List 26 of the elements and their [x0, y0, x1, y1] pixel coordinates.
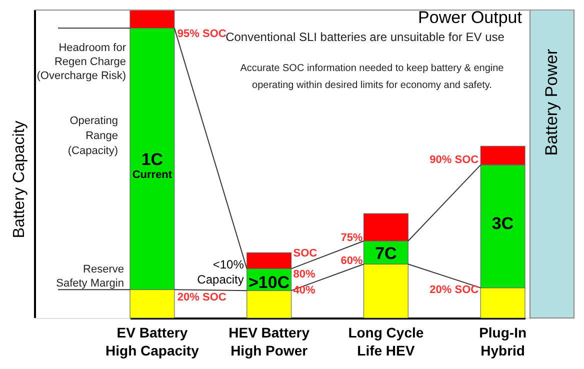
annotation: 40% — [293, 284, 316, 297]
x-tick-label: Long Cycle Life HEV — [348, 324, 424, 358]
x-tick-label: EV Battery High Capacity — [106, 324, 200, 358]
annotation: <10% Capacity — [197, 258, 244, 287]
annotation: Accurate SOC information needed to keep battery & engine operating within desired limits for economy and safety. — [240, 63, 504, 91]
annotation: SOC — [293, 247, 318, 260]
annotation: 3C — [492, 214, 514, 233]
annotation: 1C Current — [132, 150, 172, 181]
annotation: 20% SOC — [177, 292, 226, 304]
annotation: Headroom for Regen Charge (Overcharge Risk) — [36, 42, 126, 82]
annotation: >10C — [248, 273, 290, 292]
annotation: 90% SOC — [430, 154, 479, 166]
annotation: 20% SOC — [430, 284, 479, 296]
annotation: 60% — [340, 255, 363, 268]
annotation: 80% — [293, 268, 316, 281]
x-tick-label: HEV Battery High Power — [228, 324, 310, 358]
x-tick-label: Plug-In Hybrid — [479, 324, 527, 358]
annotation: 75% — [340, 232, 363, 244]
y-axis-title: Battery Capacity — [11, 120, 28, 238]
annotation: 95% SOC — [177, 28, 226, 40]
annotation: Operating Range (Capacity) — [68, 115, 118, 157]
chart-title: Power Output — [418, 8, 522, 27]
y2-axis-title: Battery Power — [542, 48, 561, 156]
annotation: Conventional SLI batteries are unsuitable for EV use — [226, 30, 505, 44]
annotation: 7C — [375, 244, 397, 263]
annotation: Reserve Safety Margin — [56, 264, 124, 290]
